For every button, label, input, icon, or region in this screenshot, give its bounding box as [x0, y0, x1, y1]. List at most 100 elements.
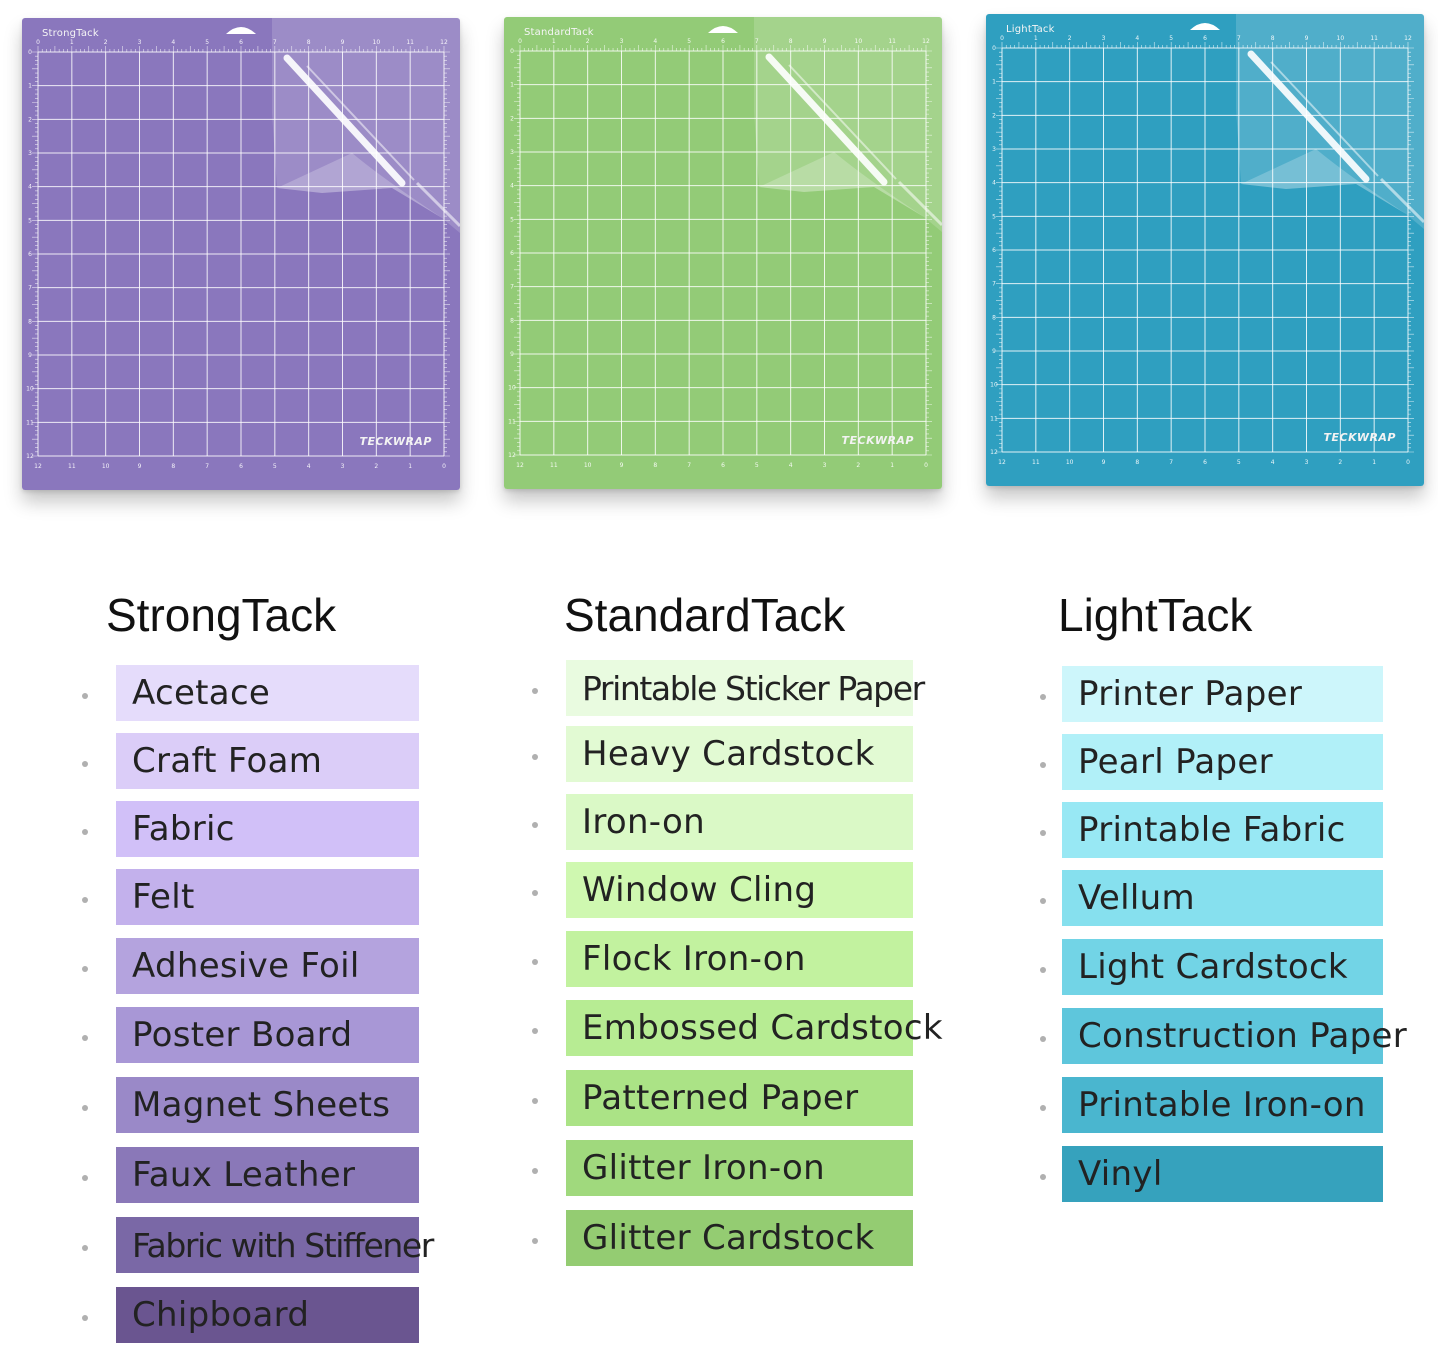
bullet-icon	[532, 1168, 538, 1174]
ruler-number: 8	[653, 462, 657, 469]
material-item: Patterned Paper	[566, 1070, 913, 1126]
ruler-number: 10	[1337, 35, 1345, 42]
bullet-icon	[1040, 694, 1046, 700]
ruler-number: 2	[992, 112, 996, 119]
ruler-number: 5	[687, 38, 691, 45]
mat-grid-standardtack: 0001112223334445556667778889991010101111…	[504, 17, 942, 489]
ruler-number: 1	[70, 39, 74, 46]
ruler-number: 9	[823, 38, 827, 45]
film-highlight	[897, 180, 942, 227]
ruler-number: 4	[653, 38, 657, 45]
ruler-number: 3	[510, 149, 514, 156]
bullet-icon	[532, 822, 538, 828]
standardtack-title: StandardTack	[564, 589, 846, 641]
film-highlight	[283, 54, 406, 187]
ruler-number: 2	[104, 39, 108, 46]
material-item: Heavy Cardstock	[566, 726, 913, 782]
ruler-number: 12	[508, 452, 516, 459]
ruler-number: 6	[1203, 35, 1207, 42]
ruler-number: 3	[620, 38, 624, 45]
bullet-icon	[82, 1245, 88, 1251]
ruler-number: 6	[239, 463, 243, 470]
ruler-number: 0	[518, 38, 522, 45]
ruler-number: 9	[138, 463, 142, 470]
material-item: Poster Board	[116, 1007, 419, 1063]
ruler-number: 4	[510, 183, 514, 190]
ruler-number: 0	[36, 39, 40, 46]
ruler-number: 9	[992, 348, 996, 355]
ruler-number: 2	[856, 462, 860, 469]
ruler-number: 10	[373, 39, 381, 46]
ruler-number: 12	[516, 462, 524, 469]
bullet-icon	[1040, 967, 1046, 973]
lighttack-title: LightTack	[1058, 589, 1253, 641]
ruler-number: 6	[510, 250, 514, 257]
ruler-number: 5	[1237, 459, 1241, 466]
material-item: Embossed Cardstock	[566, 1000, 943, 1056]
ruler-number: 4	[28, 184, 32, 191]
brand-logo: TECKWRAP	[359, 435, 432, 448]
ruler-number: 9	[510, 351, 514, 358]
ruler-number: 6	[721, 462, 725, 469]
material-item: Construction Paper	[1062, 1008, 1407, 1064]
ruler-number: 4	[171, 39, 175, 46]
hanging-hole-icon	[708, 26, 738, 33]
material-item: Iron-on	[566, 794, 913, 850]
ruler-number: 5	[28, 217, 32, 224]
ruler-number: 10	[990, 382, 998, 389]
film-highlight	[415, 181, 460, 228]
bullet-icon	[1040, 1036, 1046, 1042]
ruler-number: 8	[510, 317, 514, 324]
ruler-number: 3	[1305, 459, 1309, 466]
ruler-number: 7	[755, 38, 759, 45]
ruler-number: 4	[992, 180, 996, 187]
ruler-number: 8	[789, 38, 793, 45]
ruler-number: 6	[992, 247, 996, 254]
ruler-number: 12	[440, 39, 448, 46]
bullet-icon	[82, 829, 88, 835]
material-item: Chipboard	[116, 1287, 419, 1343]
bullet-icon	[532, 754, 538, 760]
bullet-icon	[82, 897, 88, 903]
ruler-number: 8	[28, 318, 32, 325]
film-highlight	[306, 65, 415, 181]
ruler-number: 12	[922, 38, 930, 45]
material-item: Glitter Iron-on	[566, 1140, 913, 1196]
ruler-number: 5	[510, 216, 514, 223]
peel-fold-icon	[1241, 149, 1406, 214]
bullet-icon	[1040, 830, 1046, 836]
mat-label: LightTack	[1006, 24, 1055, 35]
ruler-number: 11	[68, 463, 76, 470]
ruler-number: 0	[924, 462, 928, 469]
ruler-number: 3	[823, 462, 827, 469]
ruler-number: 12	[26, 453, 34, 460]
mat-standardtack: 0001112223334445556667778889991010101111…	[504, 17, 942, 489]
ruler-number: 6	[721, 38, 725, 45]
ruler-number: 3	[992, 146, 996, 153]
ruler-number: 11	[888, 38, 896, 45]
mat-grid-strongtack: 0001112223334445556667778889991010101111…	[22, 18, 460, 490]
ruler-number: 0	[28, 49, 32, 56]
ruler-number: 1	[552, 38, 556, 45]
mat-lighttack: 0001112223334445556667778889991010101111…	[986, 14, 1424, 486]
ruler-number: 9	[1305, 35, 1309, 42]
mat-strongtack: 0001112223334445556667778889991010101111…	[22, 18, 460, 490]
bullet-icon	[82, 1035, 88, 1041]
ruler-number: 3	[28, 150, 32, 157]
film-highlight	[1247, 50, 1370, 183]
hanging-hole-icon	[1190, 23, 1220, 30]
ruler-number: 0	[1000, 35, 1004, 42]
bullet-icon	[532, 890, 538, 896]
ruler-number: 11	[550, 462, 558, 469]
material-item: Acetace	[116, 665, 419, 721]
ruler-number: 12	[998, 459, 1006, 466]
ruler-number: 7	[28, 285, 32, 292]
ruler-number: 5	[1169, 35, 1173, 42]
peel-fold-icon	[759, 152, 924, 217]
bullet-icon	[532, 1028, 538, 1034]
ruler-number: 1	[1372, 459, 1376, 466]
ruler-number: 8	[1135, 459, 1139, 466]
ruler-number: 10	[102, 463, 110, 470]
material-item: Craft Foam	[116, 733, 419, 789]
material-item: Window Cling	[566, 862, 913, 918]
